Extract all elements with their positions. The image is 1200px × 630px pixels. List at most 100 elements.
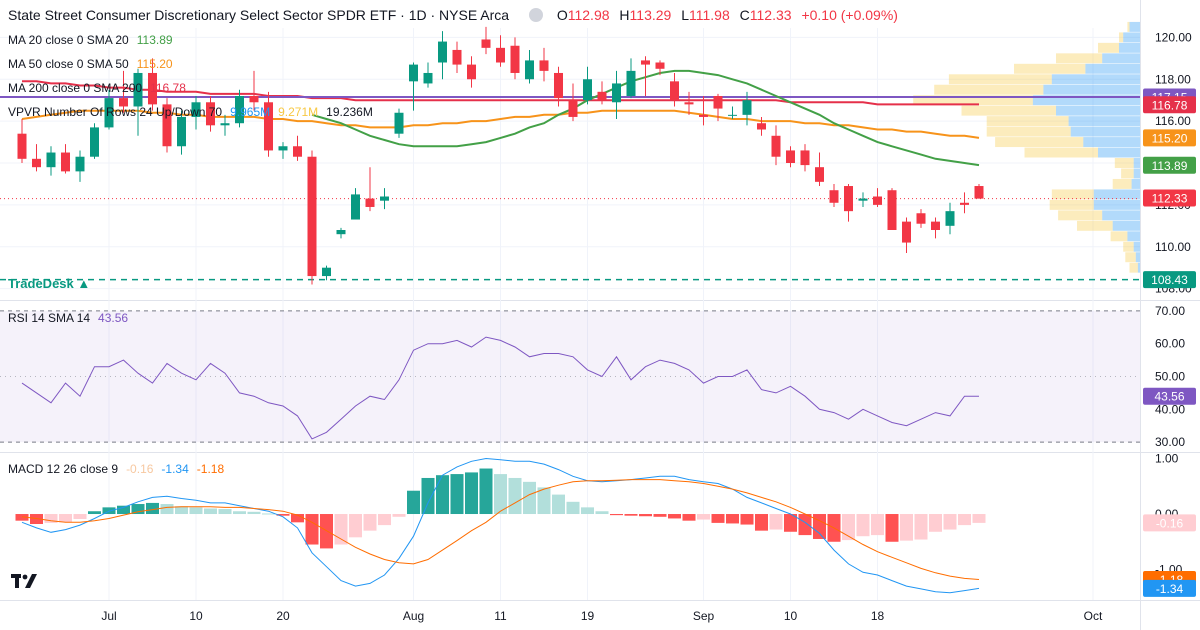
vpvr-up-bar — [1119, 42, 1140, 53]
vpvr-up-bar — [1135, 252, 1140, 263]
candle-body — [757, 123, 766, 130]
macd-histogram-bar — [189, 507, 203, 515]
macd-histogram-bar — [218, 509, 232, 515]
candle-body — [539, 60, 549, 71]
macd-histogram-bar — [740, 514, 754, 525]
market-status-dot — [528, 8, 543, 22]
macd-histogram-bar — [160, 504, 174, 515]
vpvr-down-bar — [1014, 63, 1086, 74]
candle-body — [32, 158, 41, 168]
rsi-legend[interactable]: RSI 14 SMA 14 43.56 — [8, 311, 128, 325]
rsi-scale-label-box — [1143, 387, 1196, 405]
y-tick-label: 120.00 — [1155, 30, 1192, 44]
macd-histogram-bar — [958, 514, 971, 526]
candle-body — [438, 41, 447, 63]
macd-histogram-bar — [175, 506, 188, 515]
macd-histogram-value: -0.16 — [126, 462, 154, 476]
price-scale-label-text: 115.20 — [1152, 131, 1188, 145]
candle-body — [380, 196, 389, 201]
rsi-tick-label: 50.00 — [1155, 370, 1185, 384]
candle-body — [873, 196, 882, 205]
macd-histogram-bar — [842, 514, 855, 541]
candle-body — [206, 102, 215, 126]
macd-histogram-bar — [653, 514, 667, 517]
ma20-label: MA 20 close 0 SMA 20 — [8, 33, 129, 47]
vpvr-up-volume: 9.965M — [230, 105, 271, 119]
vpvr-up-bar — [1083, 137, 1140, 148]
candle-body — [554, 72, 563, 99]
macd-histogram-bar — [595, 511, 609, 515]
macd-histogram-bar — [769, 514, 783, 530]
candle-body — [844, 186, 853, 212]
y-tick-label: 116.00 — [1155, 114, 1191, 128]
candle-body — [235, 96, 244, 124]
macd-histogram-bar — [436, 475, 449, 515]
macd-histogram-bar — [871, 514, 884, 536]
price-scale-label-box — [1143, 189, 1196, 207]
y-tick-label: 118.00 — [1155, 72, 1191, 86]
ma50-legend[interactable]: MA 50 close 0 SMA 50 115.20 — [8, 57, 173, 71]
candle-body — [394, 112, 404, 134]
vpvr-down-bar — [961, 105, 1056, 116]
macd-histogram-bar — [668, 514, 681, 519]
ma50-label: MA 50 close 0 SMA 50 — [8, 57, 129, 71]
candle-body — [467, 64, 476, 80]
price-scale-label-text: 112.33 — [1152, 191, 1188, 205]
candle-body — [612, 83, 621, 103]
macd-legend[interactable]: MACD 12 26 close 9 -0.16 -1.34 -1.18 — [8, 462, 224, 476]
macd-histogram-bar — [30, 514, 43, 525]
vpvr-down-bar — [995, 137, 1084, 148]
macd-signal-value: -1.18 — [196, 462, 225, 476]
broker-label[interactable]: TradeDesk ▲ — [8, 276, 91, 291]
vpvr-down-bar — [986, 116, 1069, 127]
macd-histogram-bar — [552, 494, 565, 515]
macd-histogram-bar — [407, 490, 420, 515]
macd-histogram-bar — [900, 514, 913, 541]
candle-body — [264, 102, 273, 151]
vpvr-down-bar — [1058, 210, 1103, 221]
candle-body — [336, 230, 346, 235]
macd-histogram-bar — [363, 514, 377, 531]
macd-histogram-bar — [131, 504, 145, 515]
y-tick-label: 110.00 — [1155, 240, 1191, 254]
candle-body — [641, 60, 650, 65]
vpvr-down-bar — [1125, 252, 1136, 263]
candle-body — [670, 81, 679, 101]
macd-hist-scale-label-box — [1143, 514, 1196, 532]
rsi-tick-label: 70.00 — [1155, 304, 1185, 318]
vpvr-up-bar — [1133, 168, 1140, 179]
vpvr-down-bar — [934, 84, 1044, 95]
rsi-line — [21, 336, 979, 440]
price-scale-label-box — [1143, 96, 1196, 114]
x-tick-label: 20 — [276, 609, 290, 623]
x-tick-label: Jul — [101, 609, 116, 623]
price-scale-label-text: 108.43 — [1151, 273, 1188, 287]
open-value: 112.98 — [567, 7, 610, 23]
macd-histogram-bar — [697, 514, 710, 520]
ma20-legend[interactable]: MA 20 close 0 SMA 20 113.89 — [8, 33, 173, 47]
vpvr-down-bar — [1114, 158, 1134, 168]
vpvr-up-bar — [1093, 199, 1140, 210]
candle-body — [409, 64, 418, 82]
close-value: 112.33 — [749, 7, 792, 23]
rsi-tick-label: 60.00 — [1155, 337, 1185, 351]
macd-line-scale-label-text: -1.34 — [1156, 582, 1184, 596]
candle-body — [858, 198, 868, 201]
vpvr-up-bar — [1102, 53, 1140, 64]
macd-histogram-bar — [334, 514, 348, 545]
vpvr-up-bar — [1133, 158, 1140, 168]
vpvr-up-bar — [1051, 74, 1140, 85]
ma200-legend[interactable]: MA 200 close 0 SMA 200 116.78 — [8, 81, 186, 95]
vpvr-up-bar — [1085, 63, 1140, 74]
ma50-value: 115.20 — [136, 57, 173, 71]
macd-histogram-bar — [610, 514, 623, 516]
vpvr-legend[interactable]: VPVR Number Of Rows 24 Up/Down 70 9.965M 9… — [8, 105, 373, 119]
price-scale-label-box — [1143, 156, 1196, 174]
candle-body — [351, 194, 360, 220]
candle-body — [974, 186, 984, 199]
vpvr-down-bar — [1049, 199, 1094, 210]
candle-body — [104, 98, 114, 128]
vpvr-down-bar — [1024, 147, 1098, 158]
tradingview-logo-icon[interactable] — [10, 570, 40, 592]
